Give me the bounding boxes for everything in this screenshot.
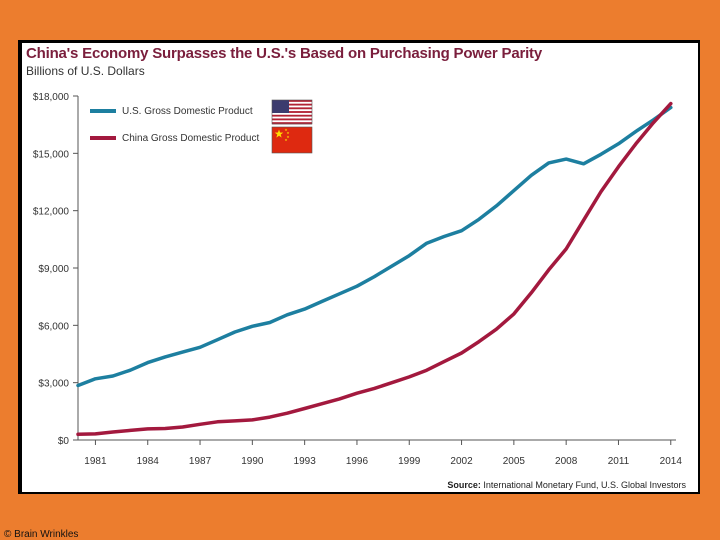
y-tick-label: $12,000 [33, 207, 70, 218]
china-flag-small-star [286, 131, 290, 135]
x-tick-label: 2008 [555, 456, 578, 467]
chart-subtitle: Billions of U.S. Dollars [26, 64, 145, 78]
us-flag-icon [271, 99, 313, 125]
x-tick-label: 2014 [660, 456, 683, 467]
y-tick-label: $3,000 [38, 379, 69, 390]
x-tick-label: 2005 [503, 456, 526, 467]
us-flag-stripe [272, 120, 312, 123]
chart-card: China's Economy Surpasses the U.S.'s Bas… [22, 43, 698, 492]
x-tick-label: 1993 [294, 456, 317, 467]
chart-title: China's Economy Surpasses the U.S.'s Bas… [26, 45, 542, 62]
us-flag-stripe [272, 111, 312, 114]
us-flag-stripe [272, 107, 312, 110]
us-flag-stripe [272, 118, 312, 121]
copyright-notice: © Brain Wrinkles [4, 529, 79, 540]
china-flag-small-star [284, 138, 288, 142]
legend-label: U.S. Gross Domestic Product [122, 106, 253, 117]
x-tick-label: 2011 [608, 456, 630, 467]
source-text: International Monetary Fund, U.S. Global… [483, 480, 686, 490]
x-tick-label: 1987 [189, 456, 212, 467]
y-tick-label: $15,000 [33, 149, 70, 160]
us-flag-stripe [272, 103, 312, 106]
legend-label: China Gross Domestic Product [122, 133, 259, 144]
us-flag-stripe [272, 105, 312, 108]
x-tick-label: 1990 [241, 456, 264, 467]
us-flag-stripe [272, 114, 312, 117]
y-tick-label: $9,000 [38, 264, 69, 275]
china-flag-icon [271, 126, 313, 154]
us-flag-stripe [272, 101, 312, 104]
china-flag-small-star [286, 135, 290, 139]
series-line-us [76, 105, 673, 388]
source-label: Source: [447, 480, 481, 490]
series-line-china [76, 101, 673, 437]
x-tick-label: 1996 [346, 456, 369, 467]
us-flag-canton [272, 100, 289, 113]
x-tick-label: 1984 [137, 456, 160, 467]
y-tick-label: $18,000 [33, 92, 70, 103]
x-tick-label: 1999 [398, 456, 421, 467]
chart-plot: $0 $3,000 $6,000 $9,000 $12,000 $15,000 $18,00… [33, 92, 683, 467]
y-tick-label: $6,000 [38, 321, 69, 332]
us-flag-stripe [272, 112, 312, 116]
us-flag-stripe [272, 109, 312, 112]
china-flag-small-star [284, 128, 288, 132]
us-flag-stripe [272, 100, 312, 103]
china-flag-big-star [274, 129, 284, 138]
us-flag-stripe [272, 116, 312, 119]
chart-source: Source: International Monetary Fund, U.S… [447, 480, 686, 490]
x-tick-label: 1981 [84, 456, 107, 467]
y-tick-label: $0 [58, 436, 70, 447]
us-flag-stripe [272, 122, 312, 125]
x-tick-label: 2002 [450, 456, 473, 467]
